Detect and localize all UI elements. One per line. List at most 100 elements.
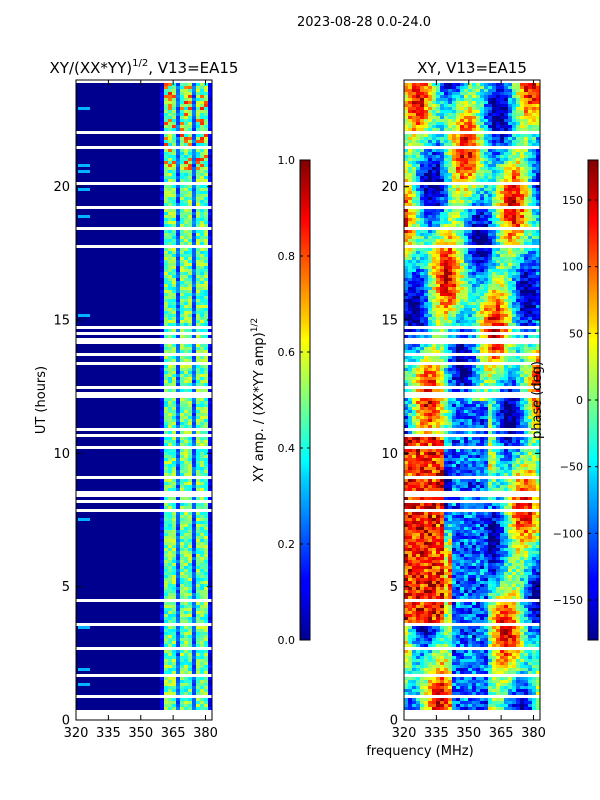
amplitude-cell (200, 344, 205, 347)
amplitude-cell (172, 167, 177, 170)
amplitude-cell (168, 143, 173, 146)
phase-cell (472, 215, 477, 218)
amplitude-cell (160, 596, 165, 599)
phase-cell (504, 254, 509, 257)
phase-cell (520, 167, 525, 170)
phase-cell (496, 161, 501, 164)
amplitude-cell (188, 113, 193, 116)
phase-cell (424, 278, 429, 281)
phase-cell (468, 269, 473, 272)
amplitude-cell (176, 323, 181, 326)
phase-cell (428, 296, 433, 299)
amplitude-cell (204, 170, 209, 173)
amplitude-cell (160, 605, 165, 608)
amplitude-cell (180, 191, 185, 194)
amplitude-cell (168, 413, 173, 416)
phase-cell (508, 233, 513, 236)
phase-cell (428, 89, 433, 92)
phase-cell (436, 260, 441, 263)
phase-cell (484, 185, 489, 188)
phase-cell (444, 215, 449, 218)
phase-cell (504, 248, 509, 251)
amplitude-cell (200, 578, 205, 581)
phase-cell (536, 296, 541, 299)
phase-cell (488, 212, 493, 215)
amplitude-cell (172, 437, 177, 440)
phase-cell (464, 155, 469, 158)
phase-cell (480, 308, 485, 311)
phase-cell (532, 194, 537, 197)
amplitude-cell (204, 455, 209, 458)
amplitude-cell (180, 665, 185, 668)
amplitude-cell (180, 596, 185, 599)
amplitude-cell (160, 689, 165, 692)
amplitude-cell (160, 653, 165, 656)
phase-cell (444, 164, 449, 167)
phase-cell (520, 287, 525, 290)
phase-cell (464, 92, 469, 95)
phase-cell (428, 284, 433, 287)
amplitude-cell (176, 236, 181, 239)
phase-cell (536, 284, 541, 287)
amplitude-cell (196, 377, 201, 380)
phase-cell (484, 218, 489, 221)
phase-cell (456, 221, 461, 224)
phase-cell (480, 83, 485, 86)
phase-cell (444, 197, 449, 200)
amplitude-cell (164, 170, 169, 173)
phase-cell (496, 113, 501, 116)
phase-cell (448, 290, 453, 293)
phase-cell (504, 158, 509, 161)
amplitude-cell (200, 602, 205, 605)
amplitude-cell (164, 659, 169, 662)
amplitude-cell (204, 482, 209, 485)
amplitude-cell (192, 530, 197, 533)
amplitude-cell (208, 149, 213, 152)
phase-cell (424, 215, 429, 218)
amplitude-cell (196, 611, 201, 614)
amplitude-cell (164, 98, 169, 101)
phase-cell (436, 197, 441, 200)
phase-cell (420, 263, 425, 266)
phase-cell (492, 92, 497, 95)
phase-cell (504, 284, 509, 287)
phase-cell (448, 158, 453, 161)
amplitude-cell (184, 323, 189, 326)
phase-cell (492, 179, 497, 182)
phase-cell (484, 110, 489, 113)
amplitude-cell (172, 452, 177, 455)
amplitude-cell (168, 440, 173, 443)
phase-cell (440, 290, 445, 293)
phase-cell (532, 248, 537, 251)
amplitude-cell (200, 437, 205, 440)
phase-cell (476, 194, 481, 197)
phase-cell (408, 215, 413, 218)
phase-cell (480, 224, 485, 227)
amplitude-cell (200, 320, 205, 323)
phase-cell (408, 191, 413, 194)
phase-cell (456, 233, 461, 236)
amplitude-cell (184, 302, 189, 305)
amplitude-cell (176, 590, 181, 593)
amplitude-cell (188, 425, 193, 428)
amplitude-cell (160, 410, 165, 413)
amplitude-cell (200, 356, 205, 359)
phase-cell (536, 164, 541, 167)
amplitude-cell (192, 89, 197, 92)
amplitude-cell (208, 425, 213, 428)
phase-cell (480, 260, 485, 263)
amplitude-cell (160, 233, 165, 236)
amplitude-cell (180, 518, 185, 521)
amplitude-cell (196, 143, 201, 146)
phase-cell (432, 260, 437, 263)
phase-cell (424, 164, 429, 167)
amplitude-cell (188, 554, 193, 557)
phase-cell (504, 128, 509, 131)
phase-cell (468, 164, 473, 167)
amplitude-cell (172, 524, 177, 527)
amplitude-cell (184, 101, 189, 104)
phase-cell (468, 293, 473, 296)
phase-cell (484, 152, 489, 155)
phase-cell (424, 152, 429, 155)
amplitude-cell (172, 671, 177, 674)
